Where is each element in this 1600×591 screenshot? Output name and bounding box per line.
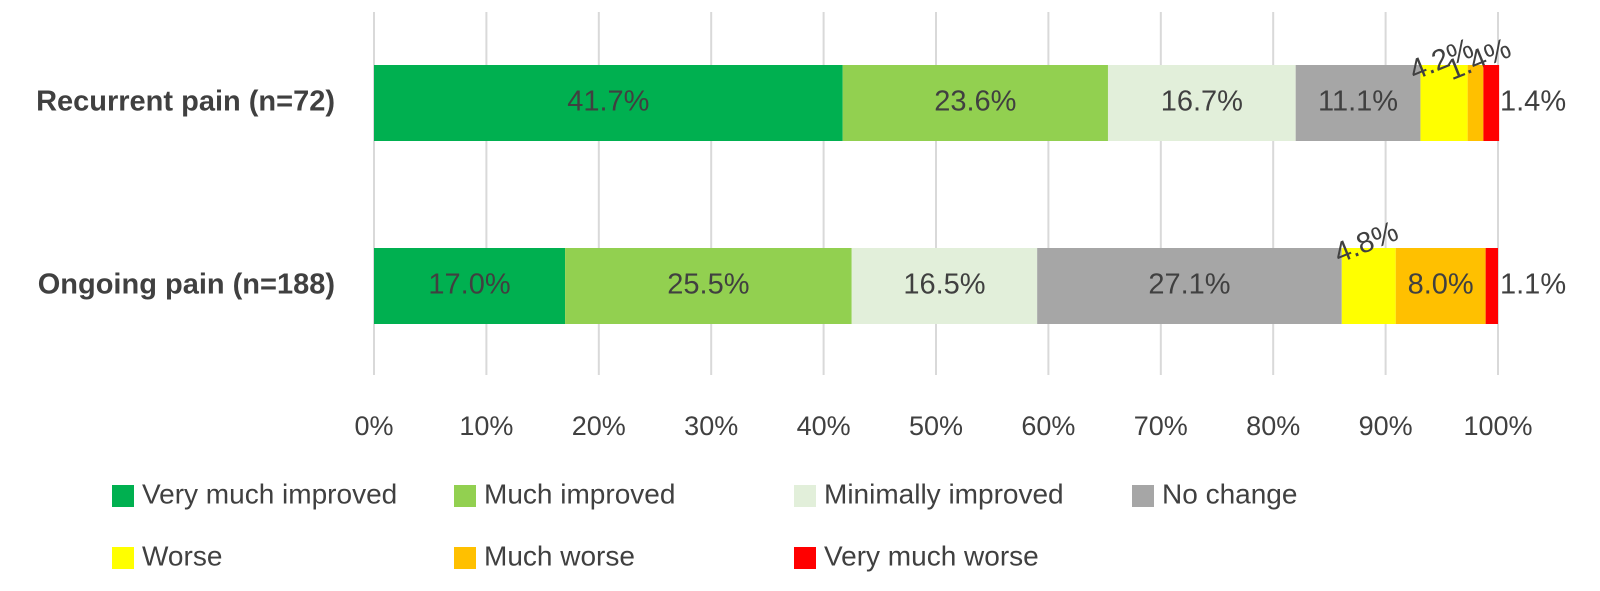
x-tick-label: 0% <box>354 411 393 441</box>
x-tick-label: 20% <box>572 411 626 441</box>
x-tick-label: 80% <box>1246 411 1300 441</box>
bar-segment-worse <box>1420 65 1468 141</box>
legend-item-very-much-worse: Very much worse <box>794 540 1039 571</box>
legend-label: Worse <box>142 540 222 571</box>
bar-segment-much-worse <box>1467 65 1484 141</box>
bar-segment-very-much-worse <box>1483 65 1500 141</box>
legend-label: Much worse <box>484 540 635 571</box>
x-tick-label: 100% <box>1463 411 1532 441</box>
legend-label: Very much worse <box>824 540 1039 571</box>
bars: 41.7% 23.6% 16.7% 11.1%4.2%1.4%1.4%17.0% 25.… <box>374 33 1566 324</box>
legend-item-no-change: No change <box>1132 478 1297 509</box>
bar-segment-no-change <box>1037 248 1342 324</box>
legend-swatch <box>112 485 134 507</box>
x-tick-label: 70% <box>1134 411 1188 441</box>
legend: Very much improved Much improved Minimally… <box>112 478 1297 571</box>
category-labels: Recurrent pain (n=72) Ongoing pain (n=188… <box>36 86 335 301</box>
x-tick-label: 90% <box>1359 411 1413 441</box>
bar-segment-worse <box>1341 248 1396 324</box>
data-label: 25.5% <box>667 269 749 301</box>
bar-segment-minimally-improved <box>1107 65 1296 141</box>
x-tick-label: 40% <box>797 411 851 441</box>
legend-swatch <box>112 547 134 569</box>
legend-item-much-improved: Much improved <box>454 478 675 509</box>
bar-segment-much-improved <box>842 65 1108 141</box>
x-tick-label: 50% <box>909 411 963 441</box>
data-label: 41.7% <box>567 86 649 118</box>
category-label: Ongoing pain (n=188) <box>38 269 335 301</box>
x-tick-label: 10% <box>459 411 513 441</box>
legend-label: No change <box>1162 478 1297 509</box>
data-label: 17.0% <box>428 269 510 301</box>
legend-label: Much improved <box>484 478 675 509</box>
x-tick-label: 30% <box>684 411 738 441</box>
legend-item-very-much-improved: Very much improved <box>112 478 397 509</box>
bar-segment-no-change <box>1295 65 1421 141</box>
legend-swatch <box>794 485 816 507</box>
bar-segment-very-much-worse <box>1485 248 1498 324</box>
bar-segment-much-worse <box>1395 248 1486 324</box>
data-label: 23.6% <box>934 86 1016 118</box>
x-tick-label: 60% <box>1021 411 1075 441</box>
legend-item-worse: Worse <box>112 540 222 571</box>
category-label: Recurrent pain (n=72) <box>36 86 335 118</box>
bar-segment-very-much-improved <box>374 248 566 324</box>
legend-swatch <box>1132 485 1154 507</box>
legend-swatch <box>454 547 476 569</box>
bar-segment-much-improved <box>565 248 852 324</box>
data-label: 11.1% <box>1318 86 1398 118</box>
legend-label: Minimally improved <box>824 478 1064 509</box>
legend-swatch <box>794 547 816 569</box>
legend-item-much-worse: Much worse <box>454 540 635 571</box>
bar-segment-minimally-improved <box>851 248 1038 324</box>
data-label: 8.0% <box>1408 269 1474 301</box>
x-axis-tick-labels: 0% 10% 20% 30% 40% 50% 60% 70% 80% 90% 100% <box>354 411 1532 441</box>
data-label: 27.1% <box>1148 269 1230 301</box>
data-label: 1.4% <box>1500 86 1566 118</box>
data-label: 16.7% <box>1161 86 1243 118</box>
legend-swatch <box>454 485 476 507</box>
bar-segment-very-much-improved <box>374 65 843 141</box>
data-label: 16.5% <box>903 269 985 301</box>
data-label: 1.1% <box>1500 269 1566 301</box>
legend-label: Very much improved <box>142 478 397 509</box>
legend-item-minimally-improved: Minimally improved <box>794 478 1064 509</box>
